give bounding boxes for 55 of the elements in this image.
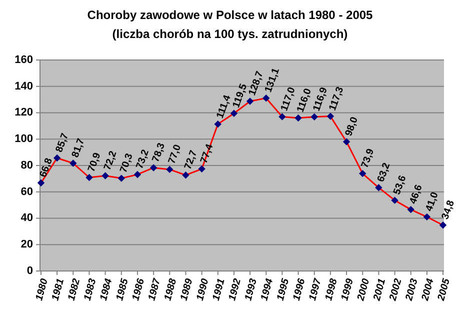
data-label: 72,7 — [182, 148, 200, 172]
x-tick-label: 1981 — [50, 277, 67, 302]
chart-subtitle: (liczba chorób na 100 tys. zatrudnionych) — [112, 27, 348, 41]
data-label: 70,9 — [86, 150, 104, 174]
x-tick-label: 1989 — [178, 277, 196, 302]
x-tick-label: 1997 — [307, 277, 324, 302]
data-label: 77,0 — [166, 142, 184, 166]
y-tick-label: 120 — [14, 106, 33, 119]
y-tick-label: 60 — [20, 186, 33, 198]
data-label: 46,6 — [408, 183, 425, 206]
data-label: 34,8 — [440, 198, 458, 222]
y-tick-label: 40 — [20, 212, 33, 224]
y-tick-label: 80 — [20, 159, 33, 172]
x-tick-label: 1998 — [324, 277, 340, 302]
data-label: 66,8 — [38, 156, 56, 179]
data-label: 72,2 — [102, 149, 120, 172]
data-label: 53,6 — [392, 174, 409, 196]
x-tick-label: 2003 — [404, 277, 420, 303]
data-label: 73,2 — [134, 148, 152, 170]
x-tick-label: 1990 — [194, 277, 212, 302]
data-label: 78,3 — [150, 141, 168, 164]
data-label: 81,7 — [70, 136, 88, 160]
x-tick-label: 1987 — [146, 277, 164, 302]
x-tick-label: 1991 — [210, 277, 228, 302]
data-label: 73,9 — [360, 147, 377, 170]
x-tick-label: 1996 — [291, 277, 308, 302]
x-tick-label: 2001 — [371, 277, 388, 303]
x-tick-label: 2000 — [355, 277, 372, 303]
x-tick-label: 1995 — [275, 277, 292, 302]
y-tick-label: 100 — [14, 133, 33, 146]
data-label: 70,3 — [118, 152, 136, 174]
x-tick-label: 1999 — [340, 277, 356, 302]
x-tick-label: 1980 — [34, 277, 51, 302]
x-tick-label: 1988 — [162, 277, 180, 302]
y-tick-label: 20 — [20, 238, 33, 251]
x-tick-label: 1983 — [82, 277, 99, 302]
y-tick-label: 140 — [14, 80, 33, 92]
data-label: 98,0 — [343, 115, 361, 138]
x-tick-label: 2002 — [388, 277, 404, 303]
chart-title: Choroby zawodowe w Polsce w latach 1980 - 2005 — [87, 8, 374, 22]
data-label: 85,7 — [54, 131, 72, 154]
x-tick-label: 1984 — [98, 277, 115, 302]
x-tick-label: 1993 — [243, 277, 260, 302]
data-label: 63,2 — [376, 161, 393, 184]
x-tick-label: 1982 — [66, 277, 83, 302]
x-tick-label: 1985 — [114, 277, 131, 302]
x-tick-label: 2005 — [436, 277, 453, 303]
x-tick-label: 1992 — [227, 277, 244, 302]
data-label: 77,4 — [198, 142, 216, 165]
data-label: 41,0 — [424, 190, 442, 213]
y-tick-label: 0 — [26, 264, 33, 277]
x-tick-label: 1994 — [259, 277, 276, 302]
x-tick-label: 2004 — [420, 277, 436, 303]
x-tick-label: 1986 — [130, 277, 148, 302]
y-tick-label: 160 — [14, 54, 33, 66]
